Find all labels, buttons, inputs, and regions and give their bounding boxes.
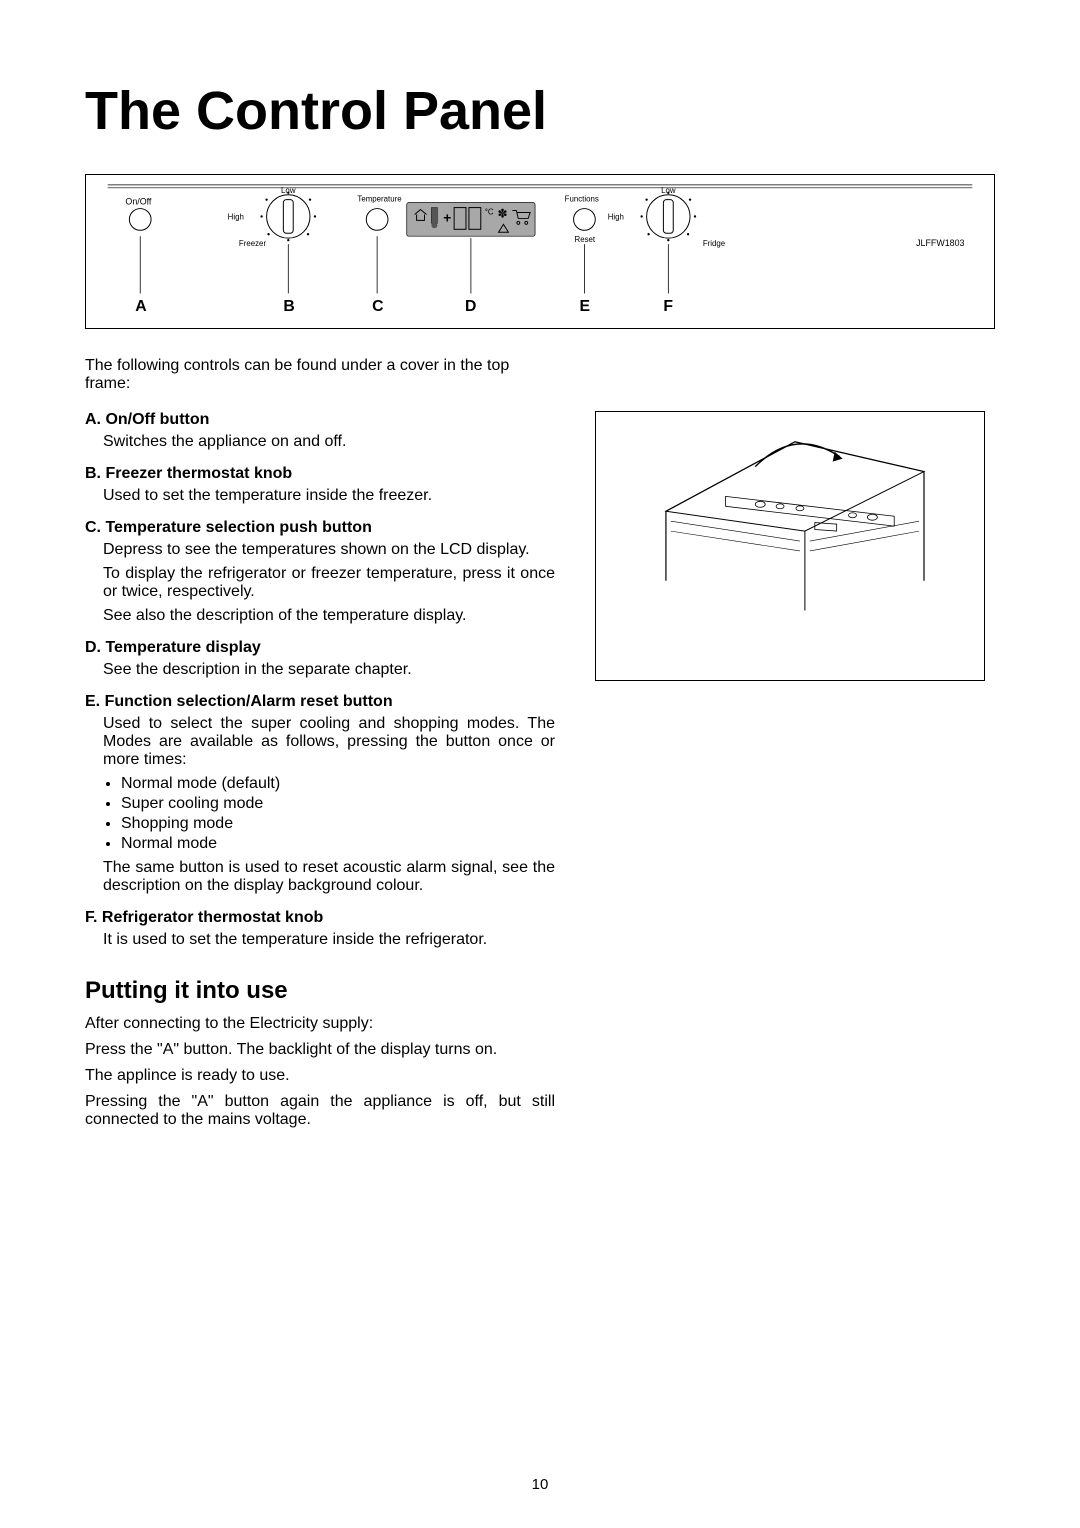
putting-line: Pressing the "A" button again the applia… xyxy=(85,1093,555,1129)
body-a: Switches the appliance on and off. xyxy=(103,433,555,451)
body-f: It is used to set the temperature inside… xyxy=(103,931,555,949)
model-label: JLFFW1803 xyxy=(916,238,964,248)
body-c: Depress to see the temperatures shown on… xyxy=(103,541,555,625)
label-freezer: Freezer xyxy=(239,239,267,248)
marker-D: D xyxy=(465,298,476,315)
marker-C: C xyxy=(372,298,383,315)
marker-A: A xyxy=(135,298,146,315)
svg-text:+: + xyxy=(443,209,451,225)
page-number: 10 xyxy=(0,1476,1080,1493)
label-on-off: On/Off xyxy=(125,197,152,207)
label-high-b: High xyxy=(228,212,244,221)
control-panel-diagram: On/Off A Low High Freezer B Temperature … xyxy=(85,174,995,329)
page-title: The Control Panel xyxy=(85,80,995,142)
marker-B: B xyxy=(283,298,294,315)
label-temperature: Temperature xyxy=(357,195,402,204)
heading-f: F. Refrigerator thermostat knob xyxy=(85,909,555,927)
label-functions: Functions xyxy=(565,195,599,204)
svg-text:°C: °C xyxy=(485,207,494,216)
marker-E: E xyxy=(579,298,590,315)
heading-e: E. Function selection/Alarm reset button xyxy=(85,693,555,711)
body-b: Used to set the temperature inside the f… xyxy=(103,487,555,505)
label-high-f: High xyxy=(608,212,624,221)
mode-item: Normal mode (default) xyxy=(121,775,555,793)
heading-c: C. Temperature selection push button xyxy=(85,519,555,537)
intro-text: The following controls can be found unde… xyxy=(85,357,555,393)
mode-item: Normal mode xyxy=(121,835,555,853)
mode-item: Shopping mode xyxy=(121,815,555,833)
putting-heading: Putting it into use xyxy=(85,977,555,1005)
label-reset: Reset xyxy=(575,235,596,244)
body-d: See the description in the separate chap… xyxy=(103,661,555,679)
putting-line: After connecting to the Electricity supp… xyxy=(85,1015,555,1033)
marker-F: F xyxy=(663,298,673,315)
heading-b: B. Freezer thermostat knob xyxy=(85,465,555,483)
label-fridge: Fridge xyxy=(703,239,726,248)
putting-line: The applince is ready to use. xyxy=(85,1067,555,1085)
putting-line: Press the "A" button. The backlight of t… xyxy=(85,1041,555,1059)
svg-text:✽: ✽ xyxy=(498,206,508,220)
heading-a: A. On/Off button xyxy=(85,411,555,429)
heading-d: D. Temperature display xyxy=(85,639,555,657)
body-e: Used to select the super cooling and sho… xyxy=(103,715,555,895)
mode-item: Super cooling mode xyxy=(121,795,555,813)
appliance-illustration xyxy=(595,411,985,681)
